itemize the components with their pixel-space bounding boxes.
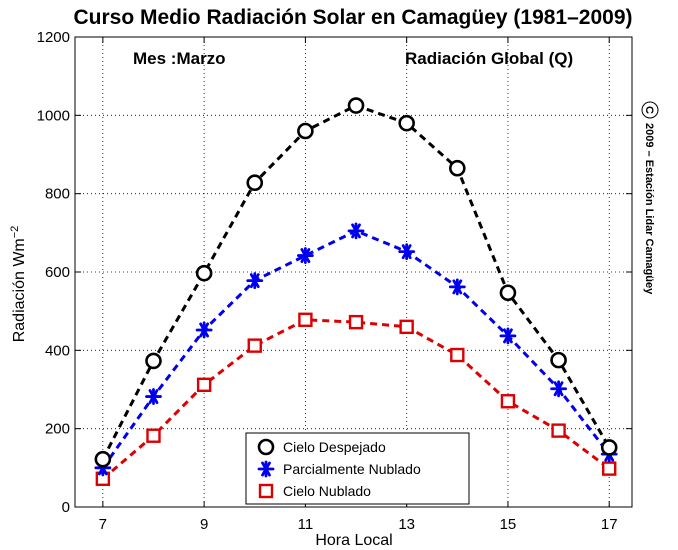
data-point [398,114,415,132]
y-tick-label: 1000 [37,107,70,124]
x-tick-label: 7 [99,516,107,533]
chart-title: Curso Medio Radiación Solar en Camagüey … [73,6,632,29]
axis-ticks: 7 9 11 13 15 17 0 200 400 600 800 1000 1200 [37,29,632,533]
data-point [298,312,313,327]
y-tick-label: 0 [62,499,70,516]
y-tick-label: 800 [45,186,70,203]
data-point [348,314,364,330]
data-point [499,284,517,302]
y-axis-label-text: Radiación Wm [11,238,28,342]
data-point [246,272,264,290]
copyright-text: 2009 – Estación Lidar Camagüey [643,123,655,295]
data-point [146,428,161,443]
data-point [145,388,162,405]
data-point [602,461,617,476]
data-point [296,247,314,264]
y-tick-label: 200 [45,421,70,438]
data-point [450,347,465,363]
data-point [347,97,365,114]
series-square [95,312,617,486]
y-tick-label: 600 [45,264,70,281]
legend-label: Parcialmente Nublado [283,461,421,477]
legend-marker [258,483,274,499]
data-point [297,122,314,140]
data-point [196,377,212,392]
data-point [195,264,213,282]
x-tick-label: 9 [200,516,208,533]
legend-box [245,432,470,505]
data-point [195,321,213,339]
data-point [550,380,567,398]
data-point [94,450,112,468]
y-axis-label-exponent: −2 [9,226,21,239]
data-point [449,159,466,177]
x-axis-label: Hora Local [315,532,392,549]
copyright-note: C 2009 – Estación Lidar Camagüey [641,101,659,295]
data-point [448,278,466,296]
x-tick-label: 15 [500,516,517,533]
series-line [101,103,611,460]
copyright-symbol: C [643,106,655,114]
copyright-circle [641,101,659,119]
data-point [145,352,162,370]
legend-marker [257,438,275,456]
data-point [499,327,517,345]
series-line [101,318,611,480]
data-point [246,174,264,191]
legend: Cielo Despejado Parcialmente Nublado Cielo… [245,432,470,505]
data-point [347,222,365,240]
series-circle [94,97,618,468]
data-point [399,319,414,335]
y-axis-label: Radiación Wm−2 [9,226,28,343]
series [94,97,618,486]
data-point [500,394,516,409]
legend-label: Cielo Despejado [283,439,386,455]
data-point [551,423,566,438]
x-tick-label: 17 [601,516,618,533]
x-tick-label: 13 [398,516,415,533]
data-point [600,439,618,456]
data-point [398,243,416,261]
legend-label: Cielo Nublado [283,483,371,499]
y-tick-label: 1200 [37,29,70,46]
legend-marker [257,460,275,478]
data-point [247,338,262,353]
month-annotation: Mes :Marzo [133,49,226,68]
grid [75,37,632,507]
y-tick-label: 400 [45,342,70,359]
x-tick-label: 11 [298,516,314,533]
radiation-type-annotation: Radiación Global (Q) [405,49,573,68]
series-line [101,229,611,469]
data-point [550,351,567,369]
